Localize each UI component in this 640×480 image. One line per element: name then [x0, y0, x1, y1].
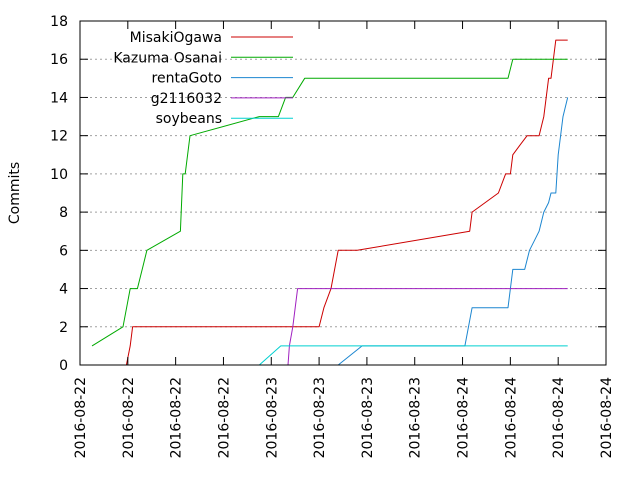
y-tick-label: 14 — [50, 90, 68, 106]
x-tick-label: 2016-08-24 — [551, 377, 567, 458]
x-tick-label: 2016-08-23 — [264, 377, 280, 458]
legend-label: soybeans — [156, 111, 222, 127]
legend-label: Kazuma Osanai — [113, 50, 222, 66]
x-tick-label: 2016-08-23 — [360, 377, 376, 458]
y-axis-label: Commits — [7, 162, 23, 224]
x-tick-label: 2016-08-23 — [408, 377, 424, 458]
x-tick-label: 2016-08-22 — [216, 377, 232, 458]
legend: MisakiOgawa Kazuma Osanai rentaGoto g211603… — [113, 30, 293, 127]
x-axis: 2016-08-22 2016-08-22 2016-08-22 2016-08-22… — [73, 21, 615, 458]
x-tick-label: 2016-08-22 — [169, 377, 185, 458]
y-tick-label: 16 — [50, 52, 68, 68]
y-axis: 0 2 4 6 8 10 12 14 16 18 — [50, 14, 606, 374]
y-tick-label: 12 — [50, 129, 68, 145]
x-tick-label: 2016-08-23 — [312, 377, 328, 458]
series-line-kazuma-osanai — [91, 58, 568, 347]
x-tick-label: 2016-08-22 — [121, 377, 137, 458]
y-tick-label: 2 — [59, 320, 68, 336]
series-line-soybeans — [258, 345, 568, 366]
series-line-misakiogawa — [125, 39, 568, 366]
x-tick-label: 2016-08-22 — [73, 377, 89, 458]
x-tick-label: 2016-08-24 — [503, 377, 519, 458]
series-line-rentagoto — [337, 97, 569, 366]
series-lines — [91, 39, 569, 366]
x-tick-label: 2016-08-24 — [456, 377, 472, 458]
y-tick-label: 0 — [59, 358, 68, 374]
y-tick-label: 6 — [59, 243, 68, 259]
y-tick-label: 18 — [50, 14, 68, 30]
series-line-g2116032 — [287, 288, 568, 366]
legend-label: rentaGoto — [152, 71, 222, 87]
x-tick-label: 2016-08-24 — [599, 377, 615, 458]
legend-label: g2116032 — [151, 91, 222, 107]
y-tick-label: 8 — [59, 205, 68, 221]
y-tick-label: 10 — [50, 167, 68, 183]
y-tick-label: 4 — [59, 282, 68, 298]
plot-frame — [79, 20, 607, 366]
legend-label: MisakiOgawa — [130, 30, 222, 46]
